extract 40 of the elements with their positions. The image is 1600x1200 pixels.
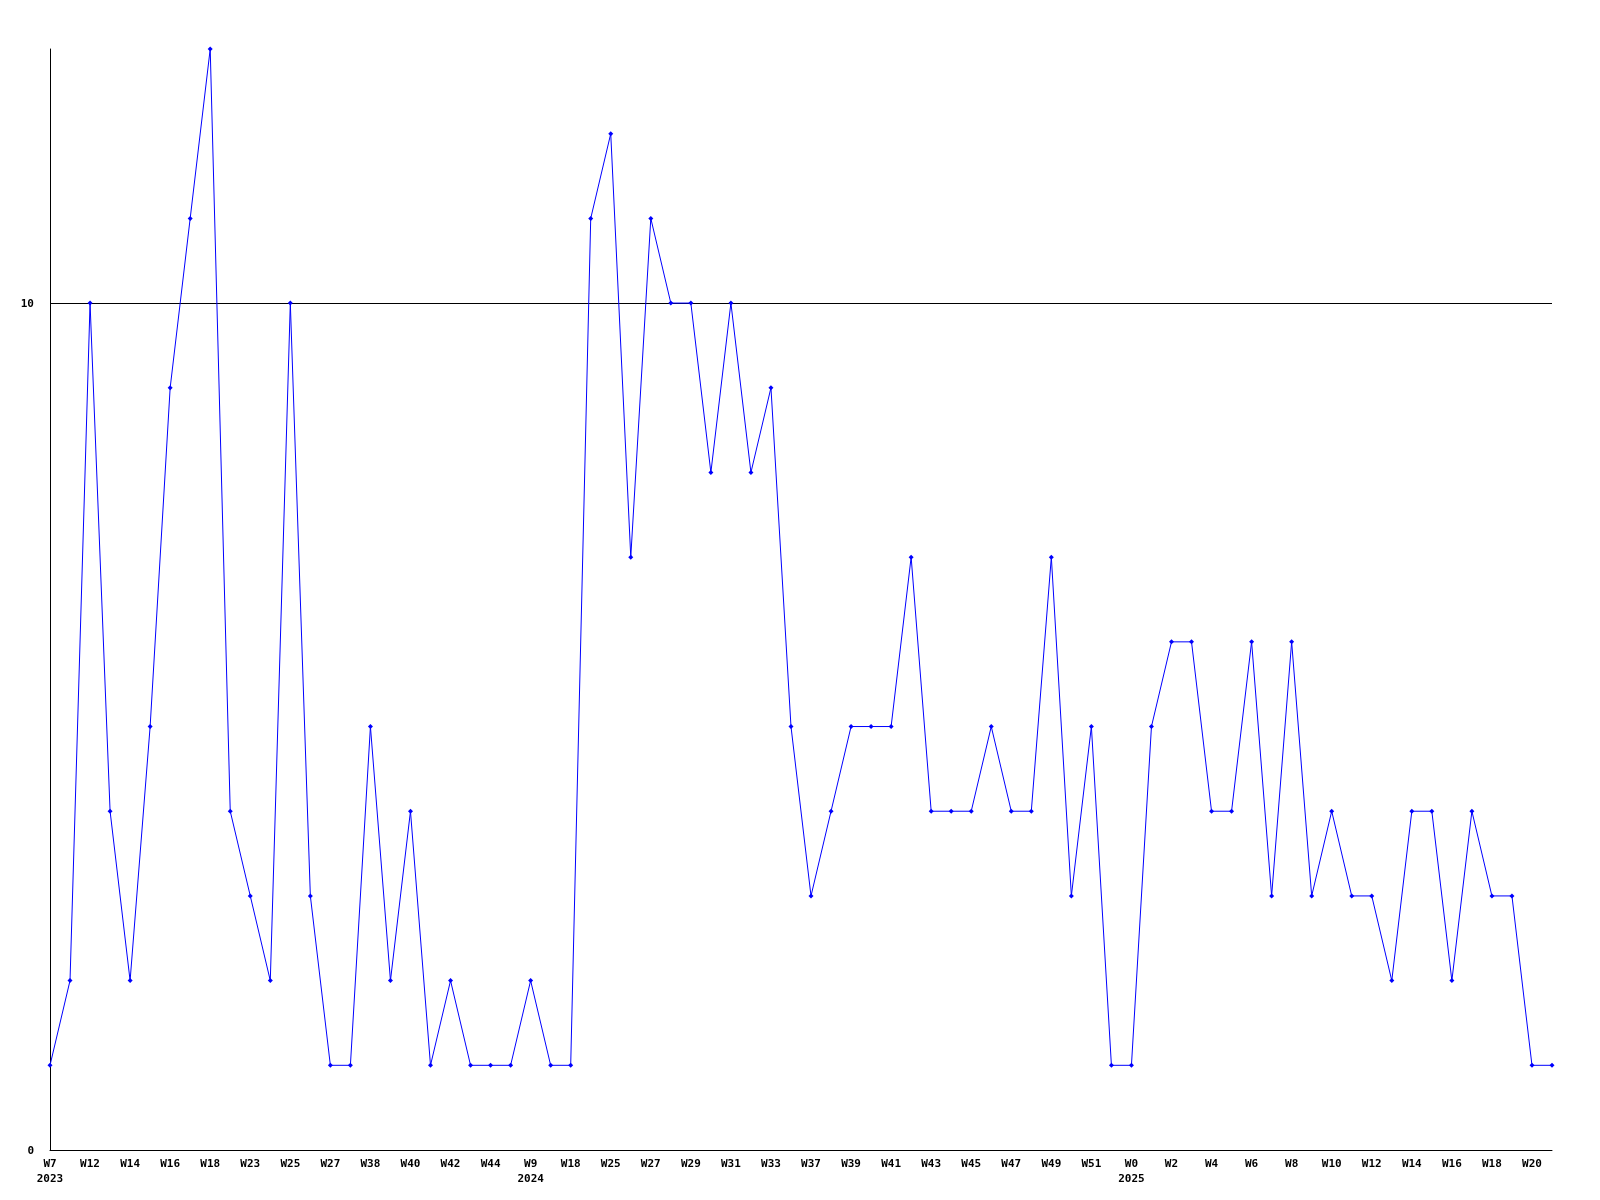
x-tick-label: W12 xyxy=(80,1157,100,1170)
x-tick-label: W16 xyxy=(1441,1157,1463,1170)
x-tick-label: W37 xyxy=(801,1157,821,1170)
x-tick-label: W18 xyxy=(560,1157,581,1170)
x-tick-label: W33 xyxy=(761,1157,781,1170)
x-tick-label: W25 xyxy=(600,1157,621,1170)
x-tick-label: W29 xyxy=(680,1157,701,1170)
x-tick-label: W39 xyxy=(841,1157,861,1170)
x-tick-label: W27 xyxy=(640,1157,661,1170)
y-tick-label: 0 xyxy=(27,1143,34,1157)
x-tick-label: W51 xyxy=(1081,1157,1102,1170)
x-tick-label: W14 xyxy=(120,1157,141,1170)
x-tick-label: W4 xyxy=(1204,1157,1219,1170)
x-tick-label: W12 xyxy=(1361,1157,1382,1170)
y-tick-label: 10 xyxy=(20,296,34,310)
x-tick-label: W27 xyxy=(320,1157,341,1170)
x-tick-label: W14 xyxy=(1401,1157,1423,1170)
x-tick-label: W41 xyxy=(881,1157,902,1170)
x-tick-label: W10 xyxy=(1321,1157,1342,1170)
x-tick-label: W42 xyxy=(440,1157,461,1170)
x-tick-label: W2 xyxy=(1164,1157,1179,1170)
x-tick-label: W49 xyxy=(1041,1157,1062,1170)
x-tick-label: W16 xyxy=(160,1157,181,1170)
x-tick-label: W7 2023 xyxy=(36,1157,64,1185)
x-tick-label: W31 xyxy=(720,1157,742,1170)
x-tick-label: W18 xyxy=(200,1157,221,1170)
x-tick-label: W9 2024 xyxy=(517,1157,545,1185)
x-tick-label: W23 xyxy=(240,1157,261,1170)
x-tick-label: W43 xyxy=(921,1157,942,1170)
x-tick-label: W0 2025 xyxy=(1118,1157,1145,1185)
x-tick-label: W20 xyxy=(1522,1157,1542,1170)
x-tick-label: W45 xyxy=(961,1157,982,1170)
x-tick-label: W6 xyxy=(1244,1157,1259,1170)
x-tick-label: W38 xyxy=(360,1157,381,1170)
x-tick-label: W8 xyxy=(1285,1157,1299,1170)
x-tick-label: W47 xyxy=(1001,1157,1022,1170)
x-tick-label: W40 xyxy=(400,1157,421,1170)
x-tick-label: W25 xyxy=(280,1157,301,1170)
x-tick-label: W44 xyxy=(480,1157,501,1170)
x-tick-label: W18 xyxy=(1481,1157,1502,1170)
